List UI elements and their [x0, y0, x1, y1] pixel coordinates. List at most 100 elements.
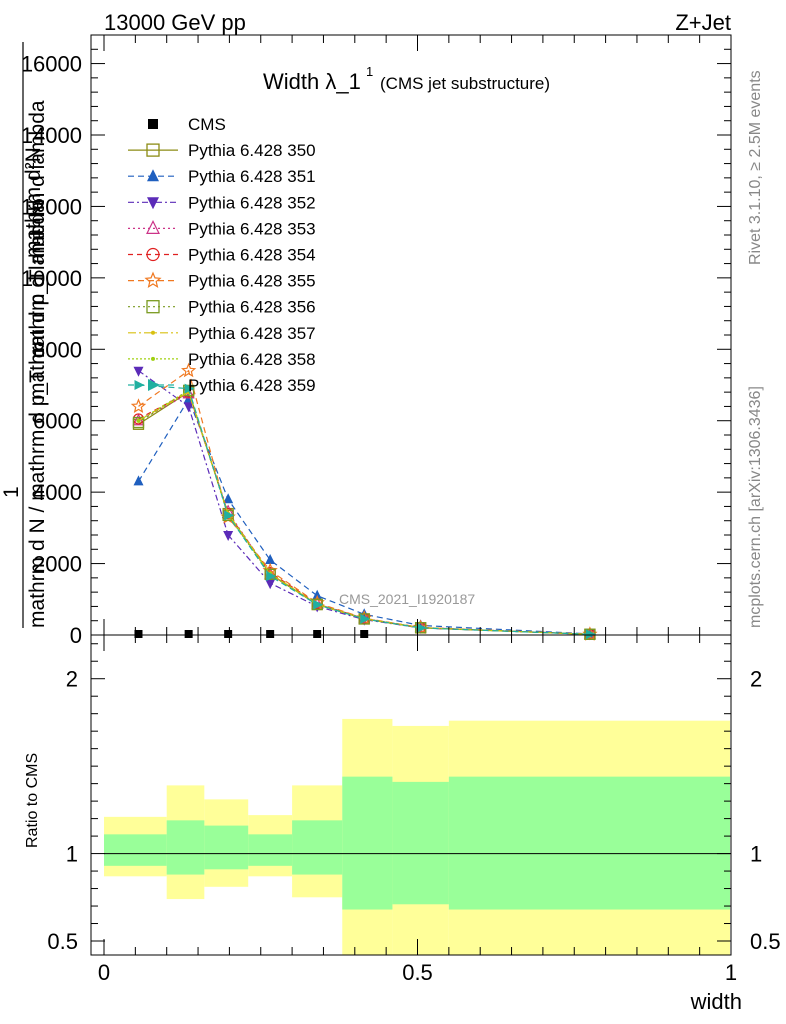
legend-marker: [147, 169, 159, 182]
legend-marker: [146, 220, 160, 234]
cms-point: [266, 630, 275, 638]
y-label-top: mathrm d²N: [22, 147, 45, 258]
legend-label: Pythia 6.428 356: [188, 298, 316, 317]
series-line: [137, 397, 590, 635]
legend-label: Pythia 6.428 351: [188, 167, 316, 186]
ratio-stat-uncertainty-band: [448, 776, 730, 910]
series-point: [312, 589, 323, 600]
ratio-plot-frame: [90, 634, 732, 956]
ratio-y-tick-label: 0.5: [47, 929, 78, 954]
series-point: [133, 475, 144, 486]
series-point: [265, 579, 276, 590]
series-point: [223, 493, 234, 504]
legend-entry-358: Pythia 6.428 358: [128, 350, 316, 369]
legend-entry-353: Pythia 6.428 353: [128, 219, 316, 238]
ratio-plot-marks: [104, 718, 731, 955]
rivet-version-label: Rivet 3.1.10, ≥ 2.5M events: [747, 70, 764, 265]
ratio-y-tick-label-right: 0.5: [750, 929, 781, 954]
legend-entry-cms: CMS: [148, 115, 226, 134]
ratio-plot-panel: 0.5 0.5 1 1 2 2 0 0.5 1 Ratio to CMS width: [24, 634, 781, 1014]
legend: CMS Pythia 6.428 350 Pythia 6.428 351 Pythi…: [128, 115, 316, 395]
ratio-stat-uncertainty-band: [392, 781, 449, 905]
ratio-y-tick-label: 2: [66, 667, 78, 692]
cms-point: [134, 630, 143, 638]
series-point: [133, 366, 144, 377]
main-plot-panel: 0 2000 4000 6000 8000 10000 12000 14000 16000 Wi…: [21, 34, 732, 648]
legend-entry-357: Pythia 6.428 357: [128, 324, 316, 343]
series-point: [183, 402, 194, 413]
cms-point: [313, 630, 322, 638]
y-tick-label: 8000: [33, 337, 82, 362]
series-point: [132, 416, 145, 429]
series-line: [138, 384, 590, 635]
x-axis-label: width: [690, 989, 742, 1014]
ratio-stat-uncertainty-band: [166, 820, 205, 875]
legend-label: Pythia 6.428 359: [188, 376, 316, 395]
y-tick-label: 4000: [33, 480, 82, 505]
legend-marker: [146, 143, 160, 157]
series-point: [416, 622, 427, 633]
legend-label: Pythia 6.428 353: [188, 219, 316, 238]
x-tick-label: 1: [725, 960, 737, 985]
legend-label: Pythia 6.428 357: [188, 324, 316, 343]
legend-label: Pythia 6.428 354: [188, 246, 316, 265]
plot-title-suffix: (CMS jet substructure): [380, 74, 550, 93]
legend-marker: [147, 197, 159, 210]
main-plot-frame: [90, 34, 732, 636]
series-359: [134, 380, 596, 640]
ratio-y-tick-label-right: 1: [750, 842, 762, 867]
y-tick-label: 16000: [21, 52, 82, 77]
series-point: [360, 613, 371, 624]
main-y-axis-label: mathrm d²N mathrm d p_T mathrm d lambda …: [0, 42, 49, 628]
legend-label: Pythia 6.428 358: [188, 350, 316, 369]
series-point: [264, 568, 276, 580]
main-plot-marks: [130, 362, 598, 641]
legend-label: CMS: [188, 115, 226, 134]
series-point: [266, 571, 277, 582]
cms-point: [184, 630, 193, 638]
series-line: [138, 391, 590, 635]
series-point: [181, 362, 197, 378]
plot-title-superscript: 1: [366, 64, 373, 79]
series-point: [585, 629, 596, 640]
y-tick-label: 14000: [21, 123, 82, 148]
ratio-stat-uncertainty-band: [104, 834, 167, 866]
legend-entry-350: Pythia 6.428 350: [128, 141, 316, 160]
series-point: [313, 599, 324, 610]
series-point: [182, 384, 195, 397]
legend-entry-359: Pythia 6.428 359: [128, 376, 316, 395]
y-label-mid: mathrm d p_T mathrm d lambda: [26, 100, 49, 400]
legend-marker: [148, 379, 160, 391]
y-tick-label: 10000: [21, 266, 82, 291]
legend-marker: [148, 119, 158, 129]
legend-entry-354: Pythia 6.428 354: [128, 246, 316, 265]
legend-label: Pythia 6.428 352: [188, 193, 316, 212]
cms-data-points: [134, 630, 369, 638]
y-label-one: 1: [0, 486, 23, 498]
ratio-stat-uncertainty-band: [204, 825, 249, 870]
y-tick-label: 12000: [21, 194, 82, 219]
series-point: [223, 531, 234, 541]
legend-marker: [144, 271, 162, 288]
ratio-y-tick-label: 1: [66, 842, 78, 867]
x-tick-label: 0: [98, 960, 110, 985]
legend-entry-351: Pythia 6.428 351: [128, 167, 316, 186]
y-tick-label: 0: [70, 623, 82, 648]
cms-point: [360, 630, 369, 638]
ratio-y-label: Ratio to CMS: [24, 753, 41, 848]
ratio-y-tick-label-right: 2: [750, 667, 762, 692]
ratio-stat-uncertainty-band: [248, 834, 293, 866]
y-tick-label: 2000: [33, 552, 82, 577]
legend-entry-352: Pythia 6.428 352: [128, 193, 316, 212]
legend-entry-355: Pythia 6.428 355: [128, 271, 316, 291]
mcplots-label: mcplots.cern.ch [arXiv:1306.3436]: [747, 386, 764, 628]
header-energy-label: 13000 GeV pp: [104, 10, 246, 35]
cms-point: [224, 630, 233, 638]
analysis-watermark: CMS_2021_I1920187: [339, 591, 475, 607]
series-point: [130, 398, 147, 413]
legend-marker: [151, 330, 155, 335]
legend-marker: [151, 356, 155, 361]
x-tick-label: 0.5: [402, 960, 433, 985]
header-process-label: Z+Jet: [675, 10, 731, 35]
